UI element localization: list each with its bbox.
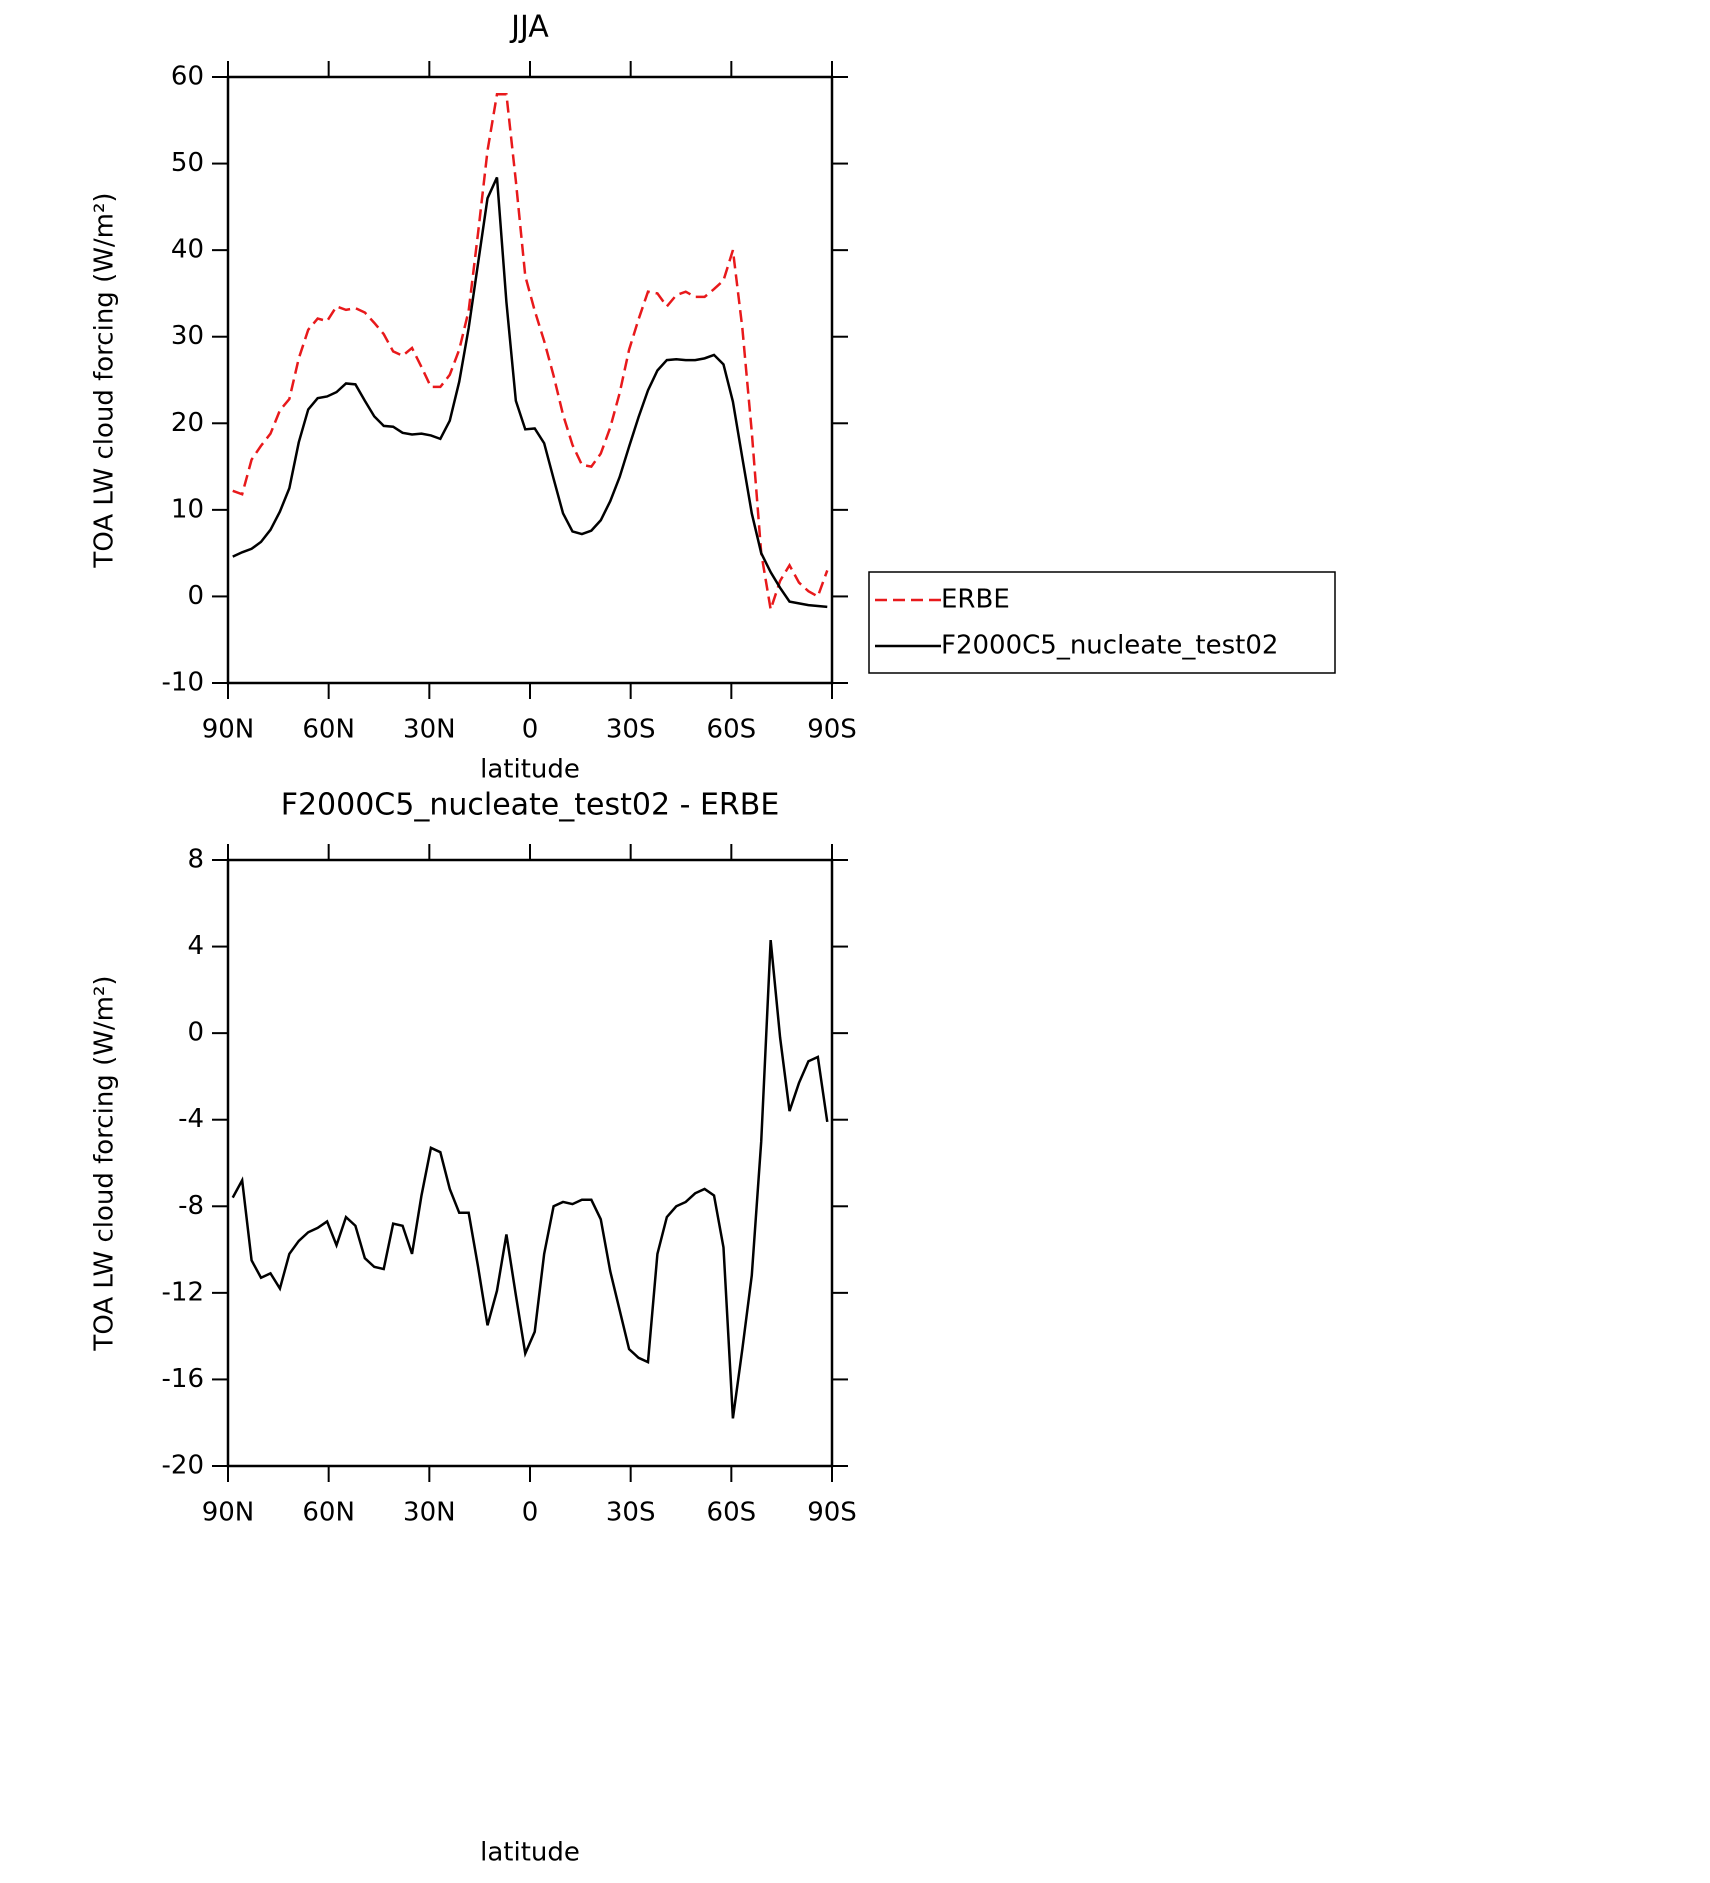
y-tick-label: 50 [171, 148, 204, 178]
x-tick-label: 0 [522, 1498, 539, 1528]
y-tick-label: -4 [178, 1104, 204, 1134]
x-tick-label: 90S [807, 715, 857, 745]
y-axis-label: TOA LW cloud forcing (W/m²) [90, 975, 120, 1351]
y-tick-label: 8 [187, 845, 204, 875]
y-tick-label: 0 [187, 581, 204, 611]
y-tick-label: -20 [162, 1451, 204, 1481]
y-tick-label: 0 [187, 1018, 204, 1048]
y-tick-label: 30 [171, 321, 204, 351]
plot-frame [226, 75, 834, 685]
x-axis-label: latitude [480, 1838, 580, 1868]
data-line [232, 93, 829, 610]
data-line [232, 176, 828, 609]
x-tick-label: 60S [707, 715, 757, 745]
x-tick-label: 30N [403, 715, 456, 745]
x-tick-label: 60N [302, 715, 355, 745]
y-tick-label: -8 [178, 1191, 204, 1221]
y-tick-label: 40 [171, 235, 204, 265]
x-tick-label: 90N [202, 715, 255, 745]
x-tick-label: 30S [606, 1498, 656, 1528]
legend-box [868, 571, 1336, 674]
data-line [231, 939, 829, 1419]
chart-title: JJA [509, 10, 549, 45]
y-tick-label: 60 [171, 62, 204, 92]
chart-title: F2000C5_nucleate_test02 - ERBE [281, 788, 780, 823]
x-axis-label: latitude [480, 755, 580, 785]
y-tick-label: 20 [171, 408, 204, 438]
y-tick-label: 4 [187, 931, 204, 961]
x-tick-label: 60S [707, 1498, 757, 1528]
x-tick-label: 30N [403, 1498, 456, 1528]
legend-label: ERBE [941, 585, 1010, 615]
plot-frame [226, 858, 834, 1468]
x-tick-label: 90S [807, 1498, 857, 1528]
legend-label: F2000C5_nucleate_test02 [941, 631, 1278, 661]
y-tick-label: -12 [162, 1277, 204, 1307]
x-tick-label: 30S [606, 715, 656, 745]
x-tick-label: 60N [302, 1498, 355, 1528]
y-tick-label: 10 [171, 494, 204, 524]
y-tick-label: -16 [162, 1364, 204, 1394]
x-tick-label: 90N [202, 1498, 255, 1528]
x-tick-label: 0 [522, 715, 539, 745]
y-axis-label: TOA LW cloud forcing (W/m²) [90, 192, 120, 568]
y-tick-label: -10 [162, 668, 204, 698]
